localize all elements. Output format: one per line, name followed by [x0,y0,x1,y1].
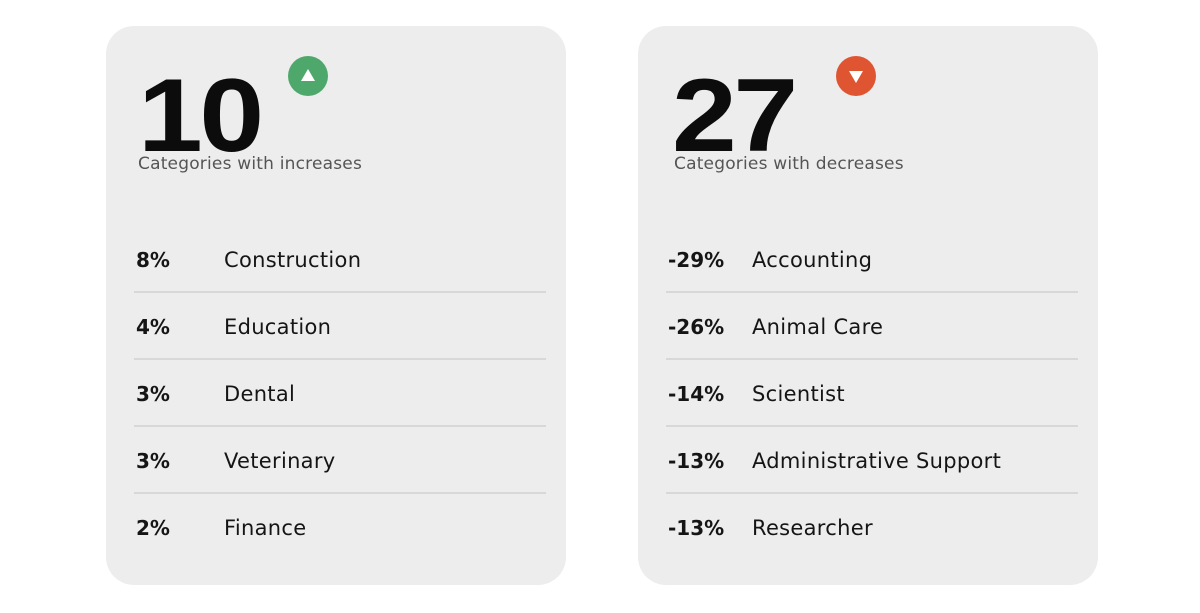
item-percent: -13% [668,449,725,473]
decreases-card: 27 Categories with decreases -29% Accoun… [638,26,1098,585]
increases-list: 8% Construction 4% Education 3% Dental 3… [134,226,546,561]
triangle-up-icon [301,69,315,81]
item-percent: 3% [136,449,170,473]
list-item: 2% Finance [134,494,546,561]
decreases-caption: Categories with decreases [674,154,904,174]
item-percent: -13% [668,516,725,540]
list-item: 8% Construction [134,226,546,293]
list-item: 4% Education [134,293,546,360]
increase-count: 10 [138,58,264,174]
item-label: Administrative Support [752,449,1002,473]
item-percent: 8% [136,248,170,272]
item-label: Education [224,315,332,339]
item-label: Researcher [752,516,873,540]
decrease-count: 27 [672,58,798,174]
item-label: Construction [224,248,362,272]
item-percent: 4% [136,315,170,339]
item-percent: 2% [136,516,170,540]
list-item: -29% Accounting [666,226,1078,293]
decrease-indicator [836,56,876,96]
list-item: 3% Veterinary [134,427,546,494]
item-label: Veterinary [224,449,336,473]
list-item: 3% Dental [134,360,546,427]
decreases-list: -29% Accounting -26% Animal Care -14% Sc… [666,226,1078,561]
increase-indicator [288,56,328,96]
list-item: -13% Researcher [666,494,1078,561]
increases-card: 10 Categories with increases 8% Construc… [106,26,566,585]
list-item: -26% Animal Care [666,293,1078,360]
increases-caption: Categories with increases [138,154,363,174]
list-item: -13% Administrative Support [666,427,1078,494]
item-label: Accounting [752,248,873,272]
item-label: Scientist [752,382,845,406]
item-percent: -14% [668,382,725,406]
item-percent: -26% [668,315,725,339]
triangle-down-icon [849,71,863,83]
item-percent: -29% [668,248,725,272]
list-item: -14% Scientist [666,360,1078,427]
item-percent: 3% [136,382,170,406]
item-label: Finance [224,516,307,540]
item-label: Animal Care [752,315,884,339]
item-label: Dental [224,382,296,406]
